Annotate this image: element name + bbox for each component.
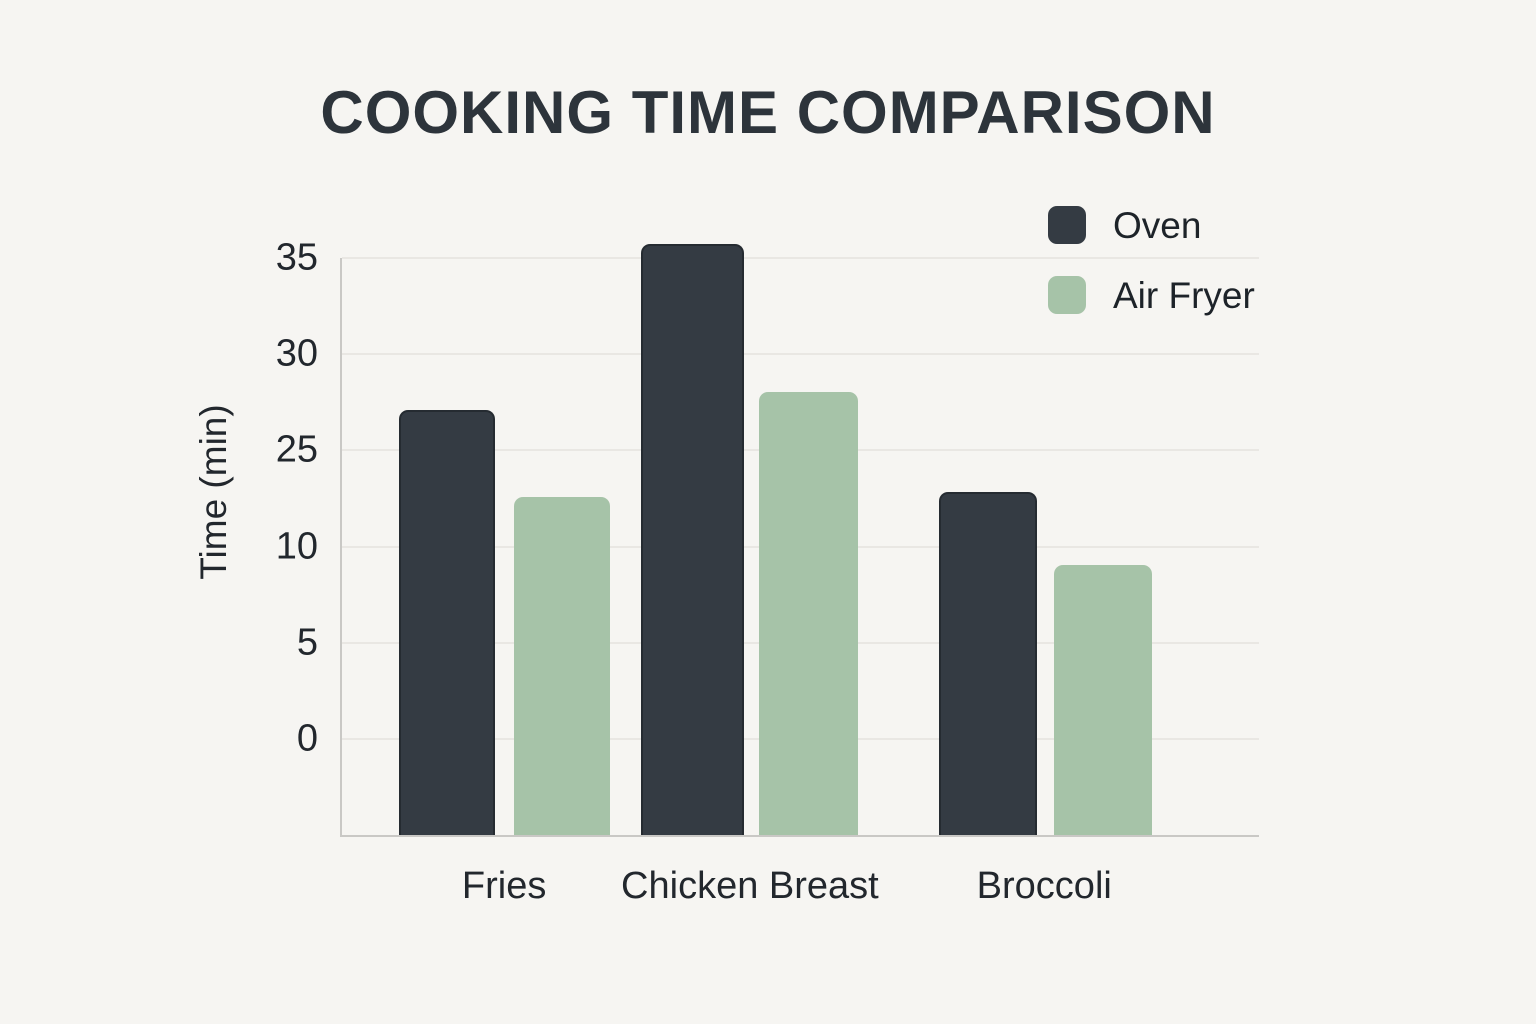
legend-swatch-air-fryer	[1048, 276, 1086, 314]
x-category-label-broccoli: Broccoli	[976, 865, 1112, 907]
bar-oven-chicken-breast	[641, 243, 744, 835]
y-axis-title: Time (min)	[193, 404, 234, 580]
chart-title: COOKING TIME COMPARISON	[320, 79, 1216, 146]
legend: Oven Air Fryer	[1048, 206, 1255, 314]
bar-air-fryer-chicken-breast	[758, 391, 858, 835]
legend-label-oven: Oven	[1113, 204, 1202, 246]
y-tick-label-30: 30	[275, 332, 318, 375]
y-tick-label-0: 0	[296, 717, 318, 760]
bar-air-fryer-fries	[514, 497, 611, 835]
plot-area	[340, 243, 1259, 837]
bar-oven-broccoli	[938, 491, 1037, 835]
legend-item-oven: Oven	[1048, 206, 1255, 244]
x-axis-category-labels: Fries Chicken Breast Broccoli	[340, 258, 1257, 907]
legend-label-air-fryer: Air Fryer	[1113, 274, 1255, 316]
y-axis-tick-labels: 35 30 25 10 5 0	[276, 237, 1257, 835]
y-tick-label-5: 5	[296, 621, 318, 664]
y-tick-label-25: 25	[275, 428, 318, 471]
bar-oven-fries	[399, 409, 496, 835]
gridline-35	[342, 257, 1259, 259]
y-tick-label-35: 35	[275, 236, 318, 279]
x-category-label-fries: Fries	[461, 865, 547, 907]
bar-air-fryer-broccoli	[1054, 565, 1153, 835]
legend-swatch-oven	[1048, 206, 1086, 244]
y-tick-label-10: 10	[275, 525, 318, 567]
gridline-30	[342, 353, 1259, 356]
x-category-label-chicken-breast: Chicken Breast	[621, 865, 879, 907]
legend-item-air-fryer: Air Fryer	[1048, 276, 1255, 314]
